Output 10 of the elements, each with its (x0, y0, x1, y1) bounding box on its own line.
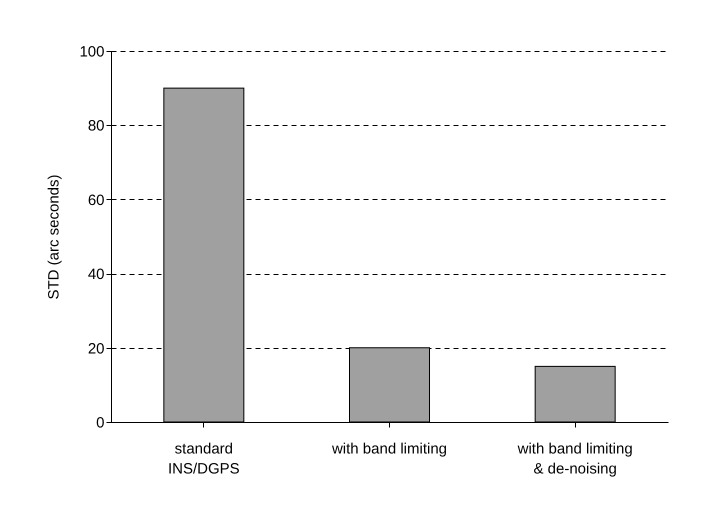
y-tick-label: 80 (88, 118, 104, 135)
y-tick-label: 0 (96, 414, 104, 432)
x-tick-label: with band limiting & de-noising (516, 440, 633, 478)
y-tick-label: 60 (88, 192, 104, 209)
y-tick-label: 20 (88, 340, 104, 358)
x-tick-label: standard INS/DGPS (168, 440, 240, 478)
y-axis-title: STD (arc seconds) (45, 174, 62, 300)
y-tick-label: 40 (88, 266, 104, 284)
y-tick-label: 100 (79, 44, 104, 60)
x-tick-label: with band limiting (330, 440, 448, 458)
